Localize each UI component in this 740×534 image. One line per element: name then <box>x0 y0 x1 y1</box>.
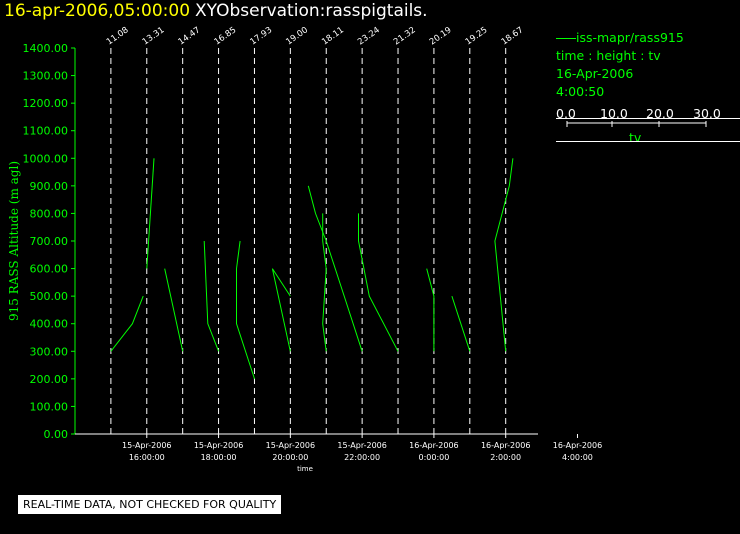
tv-profile-line <box>203 240 220 352</box>
x-tick-date: 16-Apr-2006 <box>409 441 458 450</box>
x-tick-time: 16:00:00 <box>129 453 165 462</box>
x-tick-time: 4:00:00 <box>562 453 593 462</box>
tv-profile-line <box>307 185 363 352</box>
scale-tick-20: 20.0 <box>646 106 674 121</box>
y-tick-label: 300.00 <box>30 345 69 358</box>
tv-scale-bar <box>566 121 707 127</box>
y-tick-label: 1100.00 <box>23 125 69 138</box>
legend-divider-top <box>556 118 740 119</box>
profile-label: 16.85 <box>213 25 239 47</box>
tv-profile-line <box>271 268 291 352</box>
profile-label: 11.08 <box>105 25 131 47</box>
legend-line-swatch <box>556 38 576 39</box>
y-axis-label: 915 RASS Altitude (m agl) <box>7 161 21 321</box>
profile-label: 23.24 <box>356 25 382 47</box>
scale-tick-10: 10.0 <box>600 106 628 121</box>
y-tick-label: 200.00 <box>30 373 69 386</box>
timestamp-title: 16-apr-2006,05:00:00 <box>4 1 191 21</box>
profile-label: 18.11 <box>320 25 346 47</box>
tv-profile-line <box>358 213 399 352</box>
y-tick-label: 1200.00 <box>23 97 69 110</box>
x-tick-date: 15-Apr-2006 <box>337 441 386 450</box>
tv-profile-line <box>146 158 155 269</box>
y-tick-label: 900.00 <box>30 180 69 193</box>
x-axis-label: time <box>297 465 313 473</box>
legend-series: iss-mapr/rass915 <box>556 30 684 45</box>
legend-date: 16-Apr-2006 <box>556 66 634 81</box>
y-tick-label: 400.00 <box>30 318 69 331</box>
y-tick-label: 1000.00 <box>23 152 69 165</box>
x-tick-time: 0:00:00 <box>418 453 449 462</box>
y-tick-label: 600.00 <box>30 263 69 276</box>
scale-tick-30: 30.0 <box>693 106 721 121</box>
tv-profile-line <box>494 158 514 352</box>
x-tick-time: 22:00:00 <box>344 453 380 462</box>
tv-profile-line <box>164 268 184 352</box>
observation-title: XYObservation:rasspigtails. <box>195 1 428 21</box>
y-tick-label: 1300.00 <box>23 70 69 83</box>
x-tick-date: 16-Apr-2006 <box>481 441 530 450</box>
profile-label: 17.93 <box>248 25 274 47</box>
x-tick-date: 15-Apr-2006 <box>122 441 171 450</box>
profile-label: 18.67 <box>500 25 526 47</box>
x-tick-time: 2:00:00 <box>490 453 521 462</box>
tv-profile-line <box>451 295 471 352</box>
x-tick-time: 20:00:00 <box>272 453 308 462</box>
tv-profile-line <box>236 240 255 380</box>
y-tick-label: 500.00 <box>30 290 69 303</box>
profile-label: 14.47 <box>177 25 203 47</box>
legend-series-label: iss-mapr/rass915 <box>576 30 684 45</box>
profile-label: 13.31 <box>141 25 167 47</box>
x-tick-time: 18:00:00 <box>201 453 237 462</box>
x-tick-date: 15-Apr-2006 <box>194 441 243 450</box>
x-tick-date: 16-Apr-2006 <box>553 441 602 450</box>
profile-label: 19.00 <box>284 25 310 47</box>
tv-profile-line <box>110 295 144 352</box>
tv-profile-line <box>426 268 435 352</box>
x-tick-date: 15-Apr-2006 <box>266 441 315 450</box>
y-tick-label: 1400.00 <box>23 42 69 55</box>
y-tick-label: 800.00 <box>30 207 69 220</box>
profile-label: 20.19 <box>428 25 454 47</box>
quality-warning: REAL-TIME DATA, NOT CHECKED FOR QUALITY <box>18 495 282 514</box>
scale-tick-0: 0.0 <box>556 106 576 121</box>
scale-axis-label: tv <box>629 130 642 145</box>
profile-label: 21.32 <box>392 25 418 47</box>
y-tick-label: 100.00 <box>30 400 69 413</box>
legend-time: 4:00:50 <box>556 84 605 99</box>
profile-label: 19.25 <box>464 25 490 47</box>
y-tick-label: 0.00 <box>44 428 69 441</box>
legend-divider-bottom <box>556 141 740 142</box>
y-tick-label: 700.00 <box>30 235 69 248</box>
legend-fields: time : height : tv <box>556 48 661 63</box>
